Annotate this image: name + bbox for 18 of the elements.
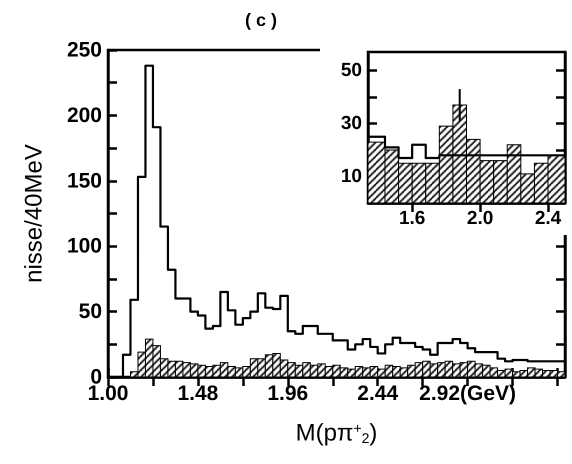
x-tick-label: 2.92(GeV) bbox=[419, 382, 516, 405]
y-tick-label: 10 bbox=[340, 166, 362, 188]
x-tick-label: 2.4 bbox=[534, 208, 562, 229]
y-tick-label: 30 bbox=[340, 113, 362, 134]
x-tick-label: 2.0 bbox=[466, 208, 494, 229]
x-tick-label: 1.6 bbox=[398, 208, 426, 229]
y-tick-label: 150 bbox=[66, 169, 102, 192]
chart-title: ( c ) bbox=[245, 10, 278, 30]
x-tick-label: 2.44 bbox=[357, 382, 398, 405]
y-axis-title: nisse/40MeV bbox=[20, 144, 48, 283]
y-tick-label: 50 bbox=[78, 300, 102, 324]
y-tick-label: 250 bbox=[66, 38, 102, 62]
x-tick-label: 1.48 bbox=[177, 382, 219, 405]
y-tick-label: 100 bbox=[66, 234, 102, 258]
y-tick-label: 50 bbox=[340, 60, 362, 82]
x-axis-title: M(pπ+2) bbox=[296, 420, 378, 446]
y-tick-label: 200 bbox=[66, 104, 102, 127]
x-tick-label: 1.96 bbox=[267, 382, 308, 405]
